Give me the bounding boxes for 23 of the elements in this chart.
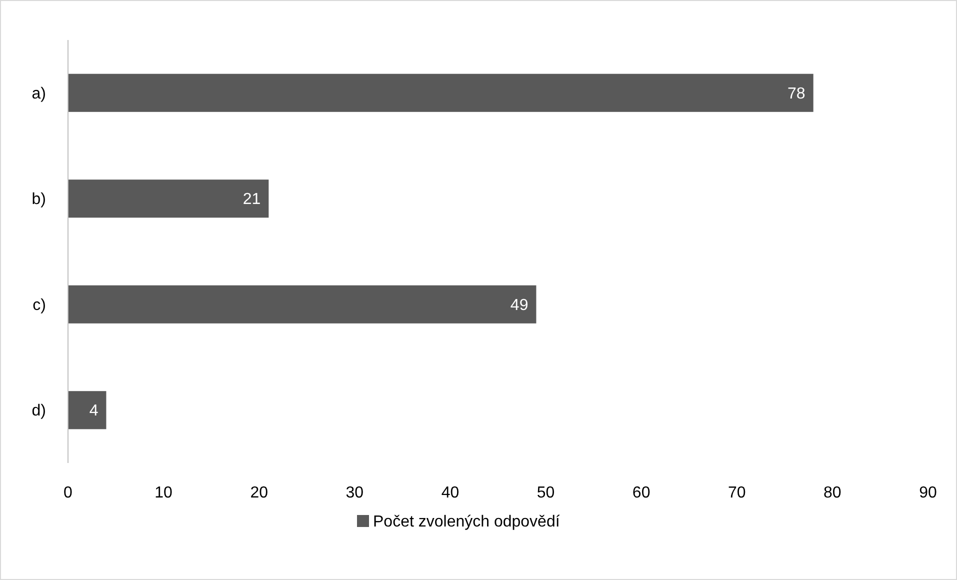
x-tick-label: 20 (250, 484, 268, 502)
x-tick-label: 90 (919, 484, 937, 502)
x-tick-label: 50 (536, 484, 555, 502)
bar (68, 391, 106, 430)
legend-label: Počet zvolených odpovědí (373, 514, 560, 531)
data-label: 78 (788, 85, 806, 102)
x-tick-label: 30 (346, 484, 364, 502)
x-tick-label: 70 (728, 484, 746, 502)
y-tick-label: a) (32, 85, 46, 102)
data-label: 21 (242, 191, 261, 208)
y-tick-label: d) (32, 402, 46, 420)
bar (68, 285, 536, 324)
x-tick-label: 40 (441, 484, 460, 502)
x-tick-label: 60 (632, 484, 650, 502)
y-tick-label: c) (32, 296, 46, 314)
bar (68, 180, 269, 218)
y-tick-label: b) (32, 191, 46, 208)
x-tick-label: 80 (824, 484, 842, 502)
bar (68, 74, 814, 112)
x-tick-label: 10 (154, 484, 173, 502)
x-tick-label: 0 (64, 484, 73, 502)
data-label: 4 (89, 402, 98, 420)
data-label: 49 (510, 296, 528, 314)
